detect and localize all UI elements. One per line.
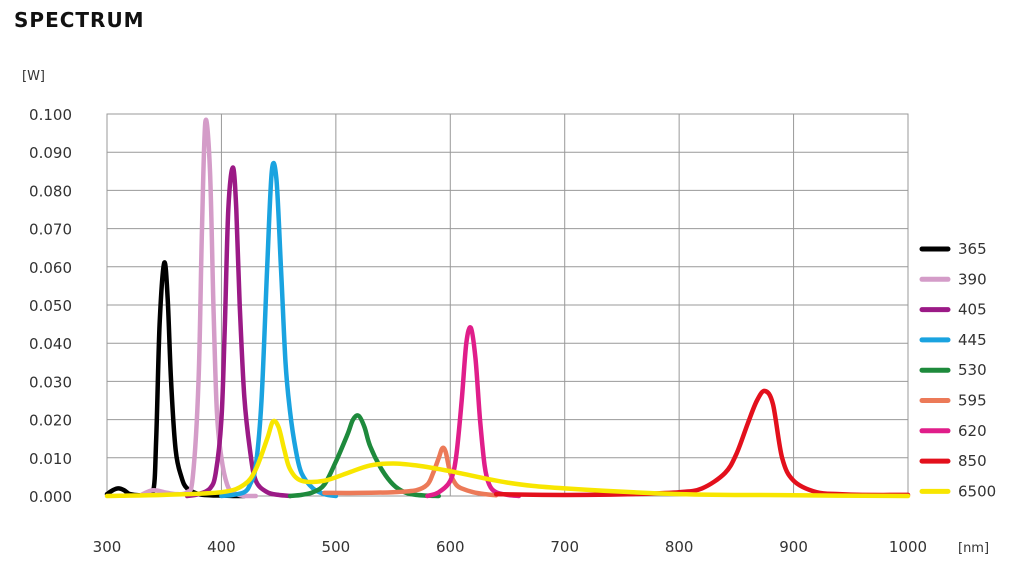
x-axis-unit-label: [nm]: [958, 541, 989, 556]
x-tick-label: 900: [779, 538, 808, 556]
legend-label-850: 850: [958, 452, 987, 470]
legend-label-620: 620: [958, 422, 987, 440]
legend-label-390: 390: [958, 270, 987, 288]
y-tick-label: 0.010: [29, 450, 72, 468]
y-tick-label: 0.060: [29, 259, 72, 277]
series-line-595: [322, 445, 499, 498]
y-tick-label: 0.030: [29, 373, 72, 391]
y-tick-label: 0.020: [29, 412, 72, 430]
y-tick-label: 0.100: [29, 106, 72, 124]
x-tick-label: 400: [207, 538, 236, 556]
x-axis-ticks: 300 400 500 600 700 800 900 1000: [93, 538, 927, 556]
legend-label-405: 405: [958, 301, 987, 319]
y-tick-label: 0.070: [29, 221, 72, 239]
legend-label-530: 530: [958, 361, 987, 379]
legend-label-595: 595: [958, 392, 987, 410]
x-tick-label: 500: [322, 538, 351, 556]
series-line-405: [184, 165, 293, 499]
series-line-445: [219, 160, 339, 499]
y-tick-label: 0.050: [29, 297, 72, 315]
y-tick-label: 0.000: [29, 488, 72, 506]
legend-label-6500: 6500: [958, 482, 996, 500]
x-tick-label: 600: [436, 538, 465, 556]
y-axis-ticks: 0.000 0.010 0.020 0.030 0.040 0.050 0.060 0.070…: [29, 106, 72, 506]
y-axis-unit-label: [W]: [22, 69, 45, 84]
series-line-530: [287, 413, 442, 499]
x-tick-label: 1000: [889, 538, 927, 556]
y-tick-label: 0.040: [29, 335, 72, 353]
legend-label-445: 445: [958, 331, 987, 349]
x-tick-label: 300: [93, 538, 122, 556]
y-tick-label: 0.090: [29, 144, 72, 162]
x-tick-label: 800: [665, 538, 694, 556]
series-line-6500: [104, 418, 911, 499]
x-tick-label: 700: [550, 538, 579, 556]
legend-label-365: 365: [958, 240, 987, 258]
series-lines: [104, 117, 911, 499]
series-line-620: [425, 325, 522, 499]
y-tick-label: 0.080: [29, 182, 72, 200]
chart-title: SPECTRUM: [14, 8, 145, 32]
legend: 365 390 405 445 530 595 620 850 6500: [919, 240, 996, 500]
